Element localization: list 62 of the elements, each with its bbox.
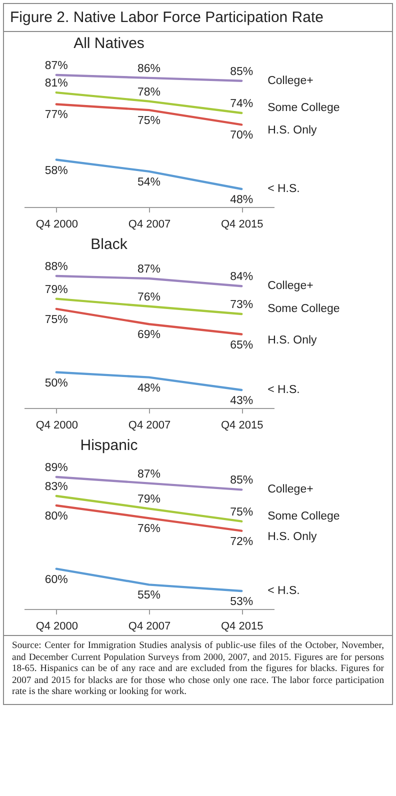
data-label: 81% [44, 78, 68, 90]
x-tick-label: Q4 2015 [220, 218, 264, 230]
data-label: 80% [44, 510, 68, 522]
data-label: 76% [137, 523, 161, 536]
data-label: 69% [137, 329, 161, 342]
x-tick-label: Q4 2007 [128, 218, 171, 230]
data-label: 48% [230, 194, 254, 206]
text: Some College [268, 510, 340, 522]
data-label: 73% [230, 299, 254, 311]
chart-subtitle: Black [90, 236, 128, 253]
x-tick-label: Q4 2007 [128, 420, 171, 432]
chart-subtitle: All Natives [74, 35, 144, 52]
text: H.S. Only [268, 124, 318, 137]
text: College+ [268, 280, 314, 292]
data-label: 84% [230, 271, 254, 284]
data-label: 55% [137, 590, 161, 602]
text: Some College [268, 303, 340, 315]
data-label: 60% [44, 574, 68, 586]
data-label: 86% [137, 62, 161, 75]
data-label: 78% [137, 86, 161, 98]
text: Some College [268, 102, 340, 114]
data-label: 74% [230, 98, 254, 110]
data-label: 65% [230, 339, 254, 352]
data-label: 75% [137, 115, 161, 128]
x-tick-label: Q4 2000 [36, 420, 78, 432]
x-tick-label: Q4 2015 [220, 620, 264, 632]
data-label: 48% [137, 382, 161, 394]
text: H.S. Only [268, 530, 318, 543]
data-label: 87% [44, 60, 68, 72]
data-label: 70% [230, 130, 254, 142]
text: < H.S. [268, 585, 300, 597]
data-label: 58% [44, 164, 68, 177]
data-label: 54% [137, 176, 161, 188]
chart-title: Figure 2. Native Labor Force Participation Rate [4, 4, 392, 32]
text: College+ [268, 484, 314, 496]
source-note: Source: Center for Immigration Studies analysis of public-use files of the October, November, and December Current Population Surveys from 2000, 2007, and 2015. Figures are for persons 18-65. Hispanics can be of any race and are excluded from the figures for blacks. Figures for 2007 and 2015 for blacks are for those who chose only one race. The labor force participation rate is the share working or looking for work. [4, 635, 392, 704]
data-label: 85% [230, 66, 254, 78]
x-tick-label: Q4 2000 [36, 620, 78, 632]
chart-subtitle: Hispanic [80, 437, 138, 454]
data-label: 77% [44, 109, 68, 122]
text: H.S. Only [268, 334, 318, 346]
data-label: 88% [44, 261, 68, 273]
text: < H.S. [268, 183, 300, 195]
data-label: 76% [137, 291, 161, 304]
data-label: 50% [44, 377, 68, 390]
data-label: 85% [230, 474, 254, 487]
data-label: 79% [44, 284, 68, 296]
text: < H.S. [268, 384, 300, 396]
data-label: 53% [230, 596, 254, 608]
x-tick-label: Q4 2007 [128, 620, 171, 632]
text: College+ [268, 74, 314, 87]
x-tick-label: Q4 2000 [36, 218, 78, 230]
data-label: 87% [137, 264, 161, 276]
data-label: 87% [137, 468, 161, 480]
data-label: 79% [137, 494, 161, 506]
data-label: 43% [230, 395, 254, 407]
data-label: 89% [44, 462, 68, 474]
x-tick-label: Q4 2015 [220, 420, 264, 432]
data-label: 75% [230, 506, 254, 518]
data-label: 75% [44, 314, 68, 326]
data-label: 72% [230, 536, 254, 548]
data-label: 83% [44, 481, 68, 493]
